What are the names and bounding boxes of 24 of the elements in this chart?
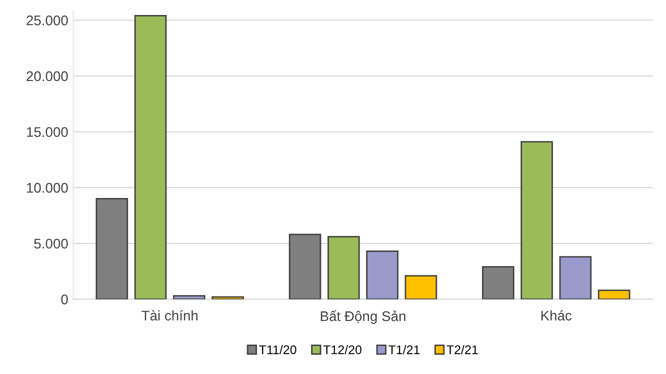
bar [134, 14, 167, 300]
legend-label: T2/21 [446, 345, 478, 354]
legend-label: T12/20 [323, 345, 362, 354]
bar [288, 234, 322, 300]
bar [96, 198, 128, 300]
y-tick-label: 15.000 [26, 127, 68, 137]
y-tick-label: 10.000 [26, 182, 68, 193]
bar [404, 275, 438, 300]
bar [173, 295, 206, 300]
bar [598, 290, 630, 300]
y-tick-label: 20.000 [26, 71, 68, 82]
y-tick-label: 5.000 [34, 238, 68, 249]
bar [366, 250, 398, 300]
x-tick-label: Khác [541, 310, 572, 321]
x-tick-label: Tài chính [142, 310, 198, 321]
bar [328, 236, 360, 300]
x-tick-label: Bất Động Sản [320, 310, 406, 324]
y-tick-label: 25.000 [26, 15, 68, 26]
y-tick-label: 0 [61, 294, 68, 304]
bar [559, 256, 592, 300]
legend-label: T11/20 [259, 345, 296, 354]
legend-label: T1/21 [388, 345, 420, 354]
bar [482, 266, 514, 300]
bar [520, 141, 553, 300]
